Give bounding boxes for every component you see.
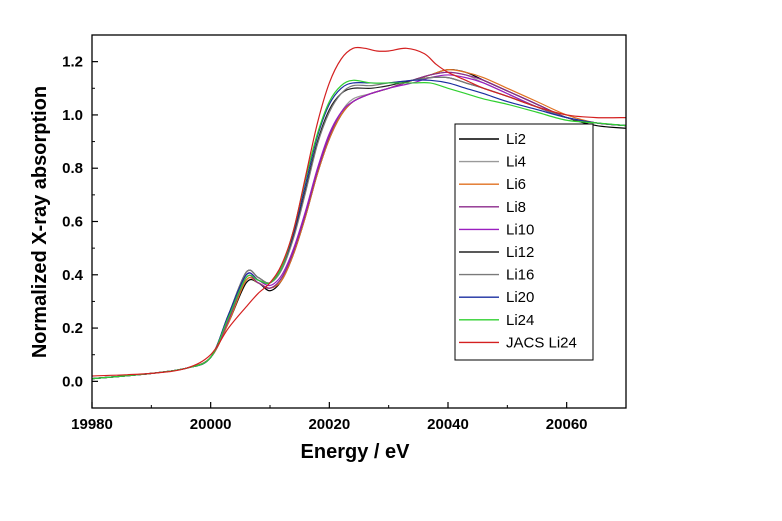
series-line-li6 — [92, 68, 626, 380]
series-line-li24 — [92, 79, 626, 380]
legend-label: Li4 — [506, 154, 526, 171]
y-tick-label: 0.0 — [62, 373, 83, 390]
series-layer — [92, 46, 626, 380]
x-tick-label: 20020 — [308, 416, 350, 433]
legend: Li2 Li4 Li6 Li8 Li10 Li12 Li16 Li20 Li24 JACS Li2… — [454, 123, 594, 361]
y-axis-title: Normalized X-ray absorption — [29, 86, 51, 358]
x-tick-label: 19980 — [71, 416, 113, 433]
x-axis-title: Energy / eV — [301, 441, 411, 463]
legend-label: Li2 — [506, 131, 526, 148]
y-tick-label: 1.0 — [62, 107, 83, 124]
legend-label: Li24 — [506, 312, 534, 329]
legend-label: Li8 — [506, 199, 526, 216]
legend-box — [454, 123, 594, 361]
y-tick-label: 0.6 — [62, 214, 83, 231]
series-line-li20 — [92, 79, 626, 380]
ticks-layer: 19980 20000 20020 20040 20060 0.0 0.2 0.4 0.6 0.8… — [62, 54, 587, 433]
x-tick-label: 20000 — [190, 416, 232, 433]
y-tick-label: 0.8 — [62, 160, 83, 177]
legend-label: Li6 — [506, 176, 526, 193]
x-tick-label: 20060 — [546, 416, 588, 433]
legend-label: Li12 — [506, 244, 534, 261]
x-tick-label: 20040 — [427, 416, 469, 433]
legend-label: Li20 — [506, 289, 534, 306]
y-tick-label: 0.2 — [62, 320, 83, 337]
y-tick-label: 1.2 — [62, 54, 83, 71]
legend-label: Li16 — [506, 267, 534, 284]
legend-label: Li10 — [506, 221, 534, 238]
legend-label: JACS Li24 — [506, 334, 577, 351]
series-line-jacs-li24 — [92, 46, 626, 377]
y-tick-label: 0.4 — [62, 267, 84, 284]
